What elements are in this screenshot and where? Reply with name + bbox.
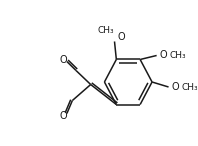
Text: O: O bbox=[159, 51, 167, 60]
Text: CH₃: CH₃ bbox=[98, 26, 115, 35]
Text: O: O bbox=[59, 54, 67, 65]
Text: CH₃: CH₃ bbox=[169, 51, 186, 60]
Text: O: O bbox=[59, 111, 67, 120]
Text: CH₃: CH₃ bbox=[181, 82, 198, 92]
Text: O: O bbox=[117, 32, 125, 42]
Text: O: O bbox=[171, 82, 179, 92]
